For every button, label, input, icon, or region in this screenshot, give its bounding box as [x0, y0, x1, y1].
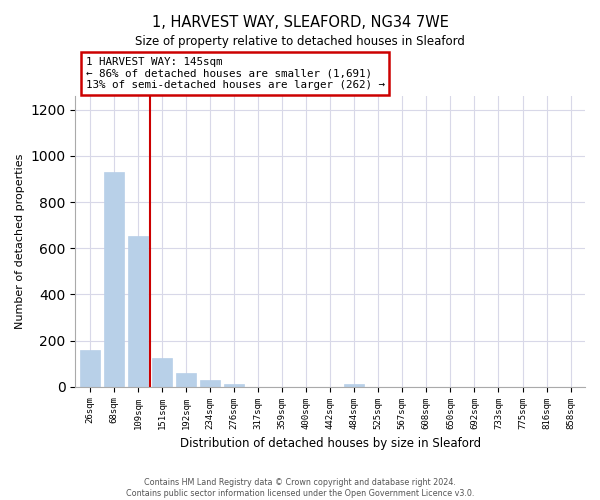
- Bar: [80, 350, 100, 387]
- Bar: [224, 384, 244, 386]
- Bar: [200, 380, 220, 386]
- Bar: [152, 358, 172, 386]
- Bar: [176, 373, 196, 386]
- Bar: [104, 172, 124, 386]
- Text: Size of property relative to detached houses in Sleaford: Size of property relative to detached ho…: [135, 35, 465, 48]
- Text: Contains HM Land Registry data © Crown copyright and database right 2024.
Contai: Contains HM Land Registry data © Crown c…: [126, 478, 474, 498]
- Text: 1 HARVEST WAY: 145sqm
← 86% of detached houses are smaller (1,691)
13% of semi-d: 1 HARVEST WAY: 145sqm ← 86% of detached …: [86, 57, 385, 90]
- X-axis label: Distribution of detached houses by size in Sleaford: Distribution of detached houses by size …: [179, 437, 481, 450]
- Y-axis label: Number of detached properties: Number of detached properties: [15, 154, 25, 329]
- Bar: [128, 236, 148, 386]
- Bar: [344, 384, 364, 386]
- Text: 1, HARVEST WAY, SLEAFORD, NG34 7WE: 1, HARVEST WAY, SLEAFORD, NG34 7WE: [152, 15, 448, 30]
